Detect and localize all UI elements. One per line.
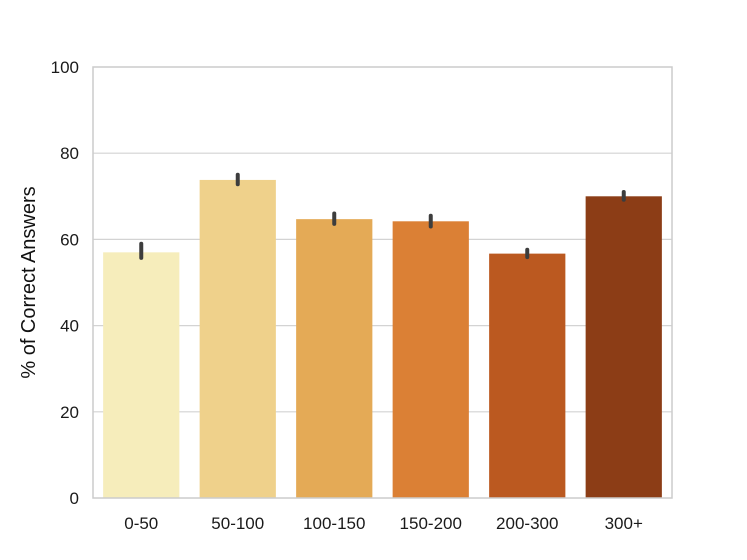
y-tick-label: 0 <box>70 489 79 508</box>
y-tick-label: 80 <box>60 144 79 163</box>
bar-50-100 <box>199 179 276 498</box>
bar-0-50 <box>103 252 180 498</box>
x-tick-label: 200-300 <box>496 514 558 533</box>
plot-frame <box>92 66 673 499</box>
bar-150-200 <box>392 221 469 498</box>
y-tick-label: 40 <box>60 317 79 336</box>
bar-300+ <box>585 196 662 499</box>
x-tick-label: 300+ <box>605 514 643 533</box>
x-tick-label: 0-50 <box>124 514 158 533</box>
y-tick-label: 100 <box>51 58 79 77</box>
x-tick-label: 150-200 <box>400 514 462 533</box>
bar-100-150 <box>296 219 373 498</box>
bars <box>103 179 662 499</box>
y-tick-labels: 0 20 40 60 80 100 <box>51 58 79 508</box>
gridlines <box>93 152 672 413</box>
y-tick-label: 20 <box>60 403 79 422</box>
error-bars <box>139 172 626 260</box>
y-axis-label: % of Correct Answers <box>18 186 40 378</box>
bar-200-300 <box>489 253 566 498</box>
y-tick-label: 60 <box>60 230 79 249</box>
x-tick-label: 50-100 <box>211 514 264 533</box>
x-tick-labels: 0-50 50-100 100-150 150-200 200-300 300+ <box>124 514 643 533</box>
x-tick-label: 100-150 <box>303 514 365 533</box>
